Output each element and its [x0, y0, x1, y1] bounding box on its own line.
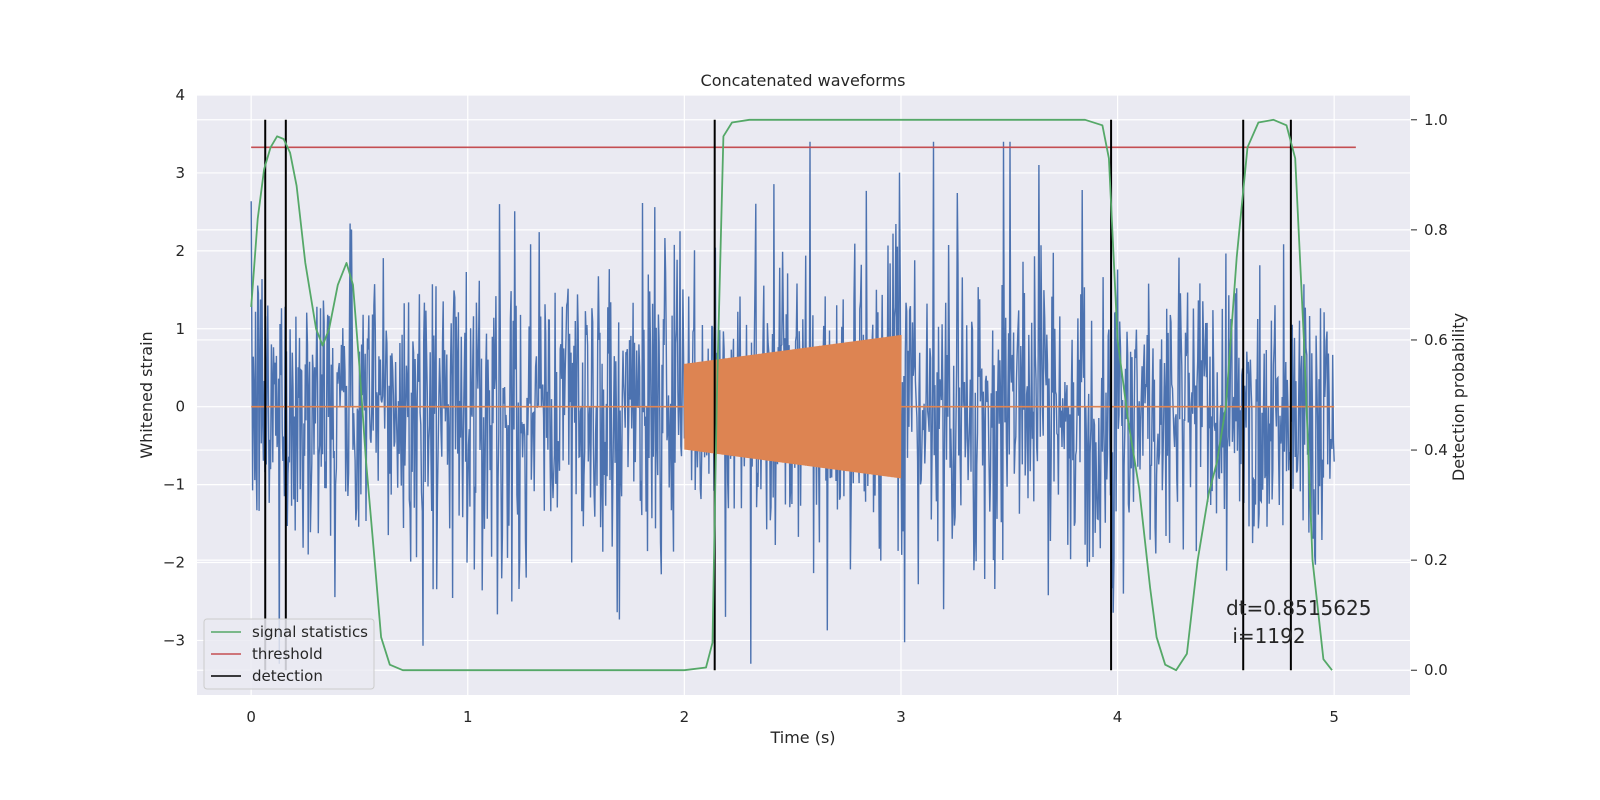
x-axis-label: Time (s) [769, 728, 835, 747]
legend-label-statistics: signal statistics [252, 623, 368, 641]
statistics-line [250, 118, 1333, 672]
ticks: 0 1 2 3 4 5 −3 −2 −1 0 1 2 3 4 0.0 0.2 0.4 0.6 0.8 1.0 [163, 86, 1448, 726]
y-tick-label: −1 [163, 476, 185, 494]
y-tick-label: 1 [175, 320, 185, 338]
legend-label-threshold: threshold [252, 645, 323, 663]
x-tick-label: 5 [1329, 708, 1339, 726]
y-tick-label: 2 [175, 242, 185, 260]
x-tick-label: 3 [896, 708, 906, 726]
y-tick-label: 0 [175, 398, 185, 416]
y-tick-label: −2 [163, 554, 185, 572]
y-tick-label: −3 [163, 631, 185, 649]
y2-tick-label: 0.8 [1424, 221, 1448, 239]
x-tick-label: 1 [463, 708, 473, 726]
y2-tick-label: 1.0 [1424, 111, 1448, 129]
x-tick-label: 4 [1113, 708, 1123, 726]
y-tick-label: 4 [175, 86, 185, 104]
legend-box [203, 618, 375, 690]
legend-label-detection: detection [252, 667, 323, 685]
x-tick-label: 2 [680, 708, 690, 726]
injection-chirp [683, 334, 902, 479]
y2-tick-label: 0.2 [1424, 551, 1448, 569]
annotation-i: i=1192 [1226, 624, 1306, 648]
injection-series [251, 334, 1335, 479]
y-axis-label: Whitened strain [137, 331, 156, 458]
x-tick-label: 0 [246, 708, 256, 726]
annotation-dt: dt=0.8515625 [1226, 596, 1371, 620]
y2-tick-label: 0.0 [1424, 661, 1448, 679]
legend: signal statistics threshold detection [203, 618, 375, 690]
y2-tick-label: 0.4 [1424, 441, 1448, 459]
y2-tick-label: 0.6 [1424, 331, 1448, 349]
y-tick-label: 3 [175, 164, 185, 182]
detection-series [264, 119, 1292, 671]
chart-title: Concatenated waveforms [701, 71, 906, 90]
statistics-series [250, 118, 1333, 672]
y2-axis-label: Detection probability [1449, 313, 1468, 481]
